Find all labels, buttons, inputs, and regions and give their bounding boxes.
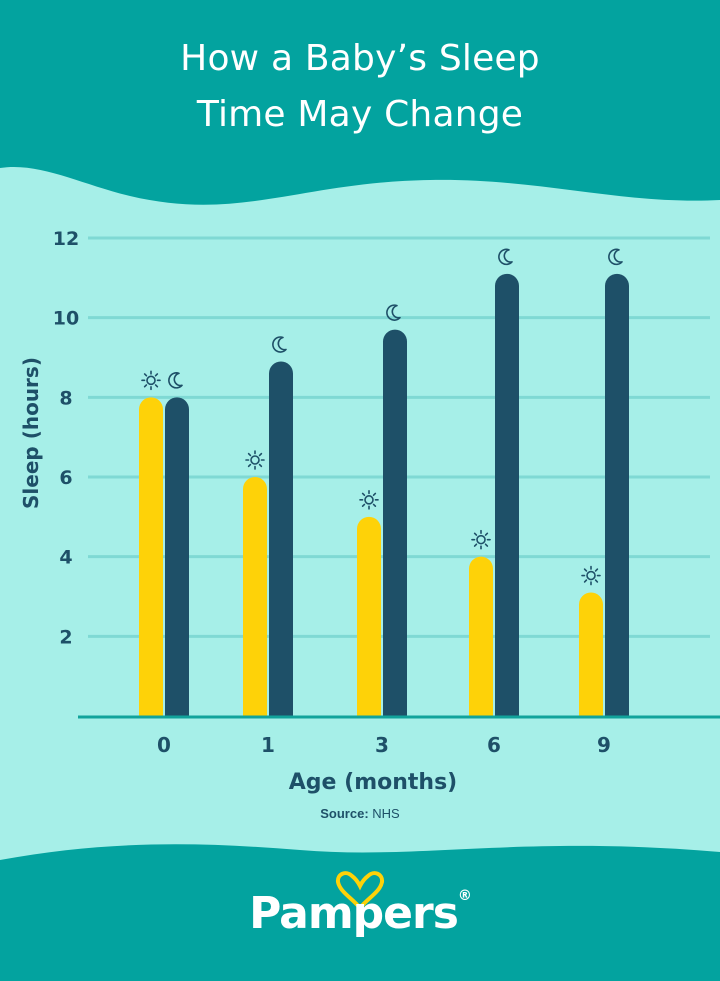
night-bar-1 <box>269 361 293 716</box>
y-tick-label: 6 <box>59 467 72 489</box>
y-axis-label: Sleep (hours) <box>19 357 43 509</box>
sun-icon <box>245 450 265 470</box>
y-tick-label: 4 <box>59 547 72 569</box>
sun-icon <box>141 370 161 391</box>
sun-icon <box>359 490 379 510</box>
sun-icon <box>581 565 601 586</box>
brand-registered-mark: ® <box>457 888 472 904</box>
header-wave <box>0 0 720 205</box>
x-tick-label: 0 <box>157 733 171 757</box>
moon-icon <box>608 248 623 266</box>
bars <box>139 273 629 716</box>
y-tick-label: 12 <box>53 228 79 250</box>
night-bar-0 <box>165 397 189 716</box>
night-bar-3 <box>383 329 407 716</box>
x-tick-label: 9 <box>597 733 611 757</box>
heart-icon <box>335 871 385 912</box>
source-value: NHS <box>372 806 400 821</box>
y-tick-labels: 2 4 6 8 10 12 <box>53 228 79 648</box>
x-tick-label: 1 <box>261 733 275 757</box>
day-bar-0 <box>139 397 163 716</box>
footer-wave <box>0 844 720 981</box>
bar-icons <box>141 248 623 586</box>
pampers-heart-logo <box>335 871 385 912</box>
moon-icon <box>498 248 513 266</box>
y-tick-label: 8 <box>59 387 72 409</box>
x-axis-label: Age (months) <box>289 770 457 795</box>
y-tick-label: 2 <box>59 626 72 648</box>
night-bar-9 <box>605 273 629 716</box>
source-label: Source: <box>320 806 369 821</box>
night-bar-6 <box>495 273 519 716</box>
page-title-line-2: Time May Change <box>196 94 524 135</box>
day-bar-6 <box>469 556 493 716</box>
y-tick-label: 10 <box>53 308 79 330</box>
source-note: Source: NHS <box>0 806 720 821</box>
x-tick-label: 3 <box>375 733 389 757</box>
x-tick-label: 6 <box>487 733 501 757</box>
day-bar-1 <box>243 477 267 716</box>
sun-icon <box>471 529 491 550</box>
day-bar-9 <box>579 592 603 716</box>
moon-icon <box>386 304 401 321</box>
brand-name: Pampers <box>249 888 459 939</box>
brand-logo: Pampers® <box>0 888 720 939</box>
moon-icon <box>168 372 183 389</box>
page-title-line-1: How a Baby’s Sleep <box>180 38 540 79</box>
x-tick-labels: 0 1 3 6 9 <box>157 733 611 757</box>
day-bar-3 <box>357 516 381 716</box>
moon-icon <box>272 336 287 353</box>
